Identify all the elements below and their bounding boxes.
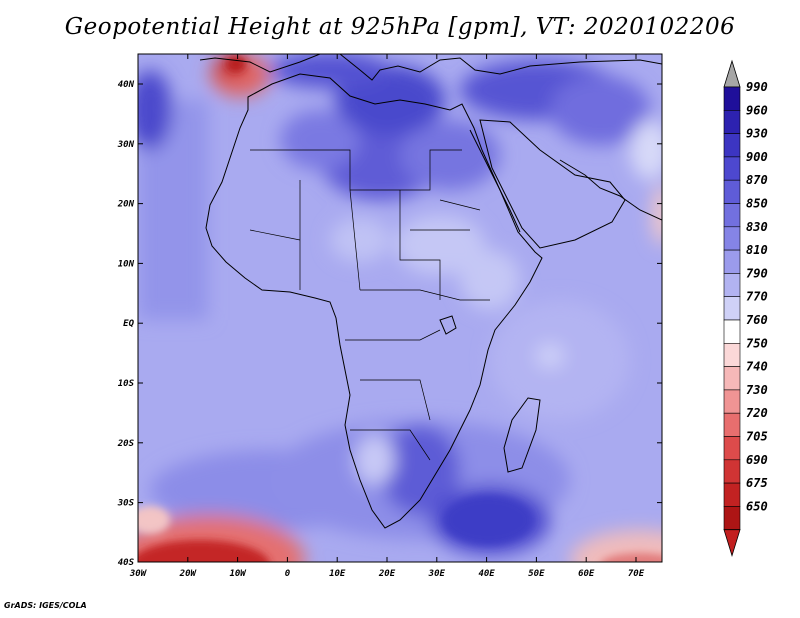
lake-victoria bbox=[439, 315, 457, 335]
legend-swatch bbox=[723, 203, 741, 228]
legend-label: 720 bbox=[746, 406, 768, 420]
coastlines bbox=[199, 54, 662, 529]
legend-swatch bbox=[723, 296, 741, 321]
height-field bbox=[138, 54, 662, 562]
legend-swatch bbox=[723, 86, 741, 111]
legend-label: 650 bbox=[746, 499, 768, 513]
legend-label: 850 bbox=[746, 197, 768, 211]
longitude-axis: 30W 20W 10W 0 10E 20E 30E 40E 50E 60E 70E bbox=[129, 54, 645, 579]
lon-label: 10W bbox=[229, 569, 247, 579]
lon-label: 50E bbox=[528, 569, 545, 579]
lon-label: 30W bbox=[129, 569, 148, 579]
lat-label: 30S bbox=[117, 499, 135, 509]
legend-label: 705 bbox=[746, 430, 768, 444]
lat-label: EQ bbox=[123, 319, 134, 329]
legend-swatch bbox=[723, 319, 741, 344]
legend-top-arrow bbox=[723, 59, 741, 88]
arabia bbox=[479, 119, 626, 249]
legend-swatch bbox=[723, 342, 741, 367]
lon-label: 30E bbox=[428, 569, 446, 579]
legend-swatch bbox=[723, 156, 741, 181]
legend-swatch bbox=[723, 482, 741, 507]
lat-label: 10S bbox=[118, 379, 135, 389]
legend-label: 730 bbox=[746, 383, 768, 397]
persian-gulf bbox=[559, 159, 662, 221]
legend-label: 900 bbox=[746, 150, 768, 164]
lon-label: 0 bbox=[285, 569, 291, 579]
latitude-axis: 40N 30N 20N 10N EQ 10S 20S 30S 40S bbox=[117, 80, 662, 568]
africa-coastline bbox=[205, 73, 543, 529]
legend-swatch bbox=[723, 436, 741, 461]
red-sea bbox=[469, 129, 521, 233]
lon-label: 20E bbox=[378, 569, 396, 579]
color-legend: 990 960 930 900 870 850 830 810 790 770 760 750 740 7… bbox=[723, 59, 768, 558]
legend-label: 790 bbox=[746, 266, 768, 280]
legend-label: 690 bbox=[746, 453, 768, 467]
legend-swatch bbox=[723, 249, 741, 274]
lat-label: 20N bbox=[117, 200, 135, 210]
legend-label: 870 bbox=[746, 173, 768, 187]
lat-label: 20S bbox=[117, 439, 135, 449]
legend-label: 760 bbox=[746, 313, 768, 327]
lat-label: 10N bbox=[118, 259, 135, 269]
legend-label: 675 bbox=[746, 476, 768, 490]
legend-swatch bbox=[723, 110, 741, 134]
legend-swatch bbox=[723, 133, 741, 158]
legend-swatch bbox=[723, 389, 741, 414]
lat-label: 30N bbox=[117, 140, 135, 150]
legend-swatch bbox=[723, 506, 741, 530]
legend-swatch bbox=[723, 366, 741, 391]
legend-swatch bbox=[723, 179, 741, 204]
legend-bottom-arrow bbox=[723, 529, 741, 558]
lat-label: 40S bbox=[118, 558, 135, 568]
legend-label: 930 bbox=[746, 127, 768, 141]
legend-swatch bbox=[723, 459, 741, 484]
lon-label: 10E bbox=[329, 569, 346, 579]
map-frame bbox=[137, 53, 663, 563]
map-title: Geopotential Height at 925hPa [gpm], VT:… bbox=[64, 14, 736, 40]
legend-swatch bbox=[723, 412, 741, 437]
legend-label: 830 bbox=[746, 220, 768, 234]
lat-label: 40N bbox=[118, 80, 135, 90]
grads-credit: GrADS: IGES/COLA bbox=[4, 601, 87, 610]
inner-borders bbox=[249, 149, 490, 461]
legend-label: 960 bbox=[746, 103, 768, 117]
legend-label: 750 bbox=[746, 336, 768, 350]
lon-label: 40E bbox=[478, 569, 495, 579]
legend-swatch bbox=[723, 226, 741, 251]
lon-label: 70E bbox=[628, 569, 645, 579]
legend-swatch bbox=[723, 273, 741, 297]
legend-label: 810 bbox=[746, 243, 768, 257]
legend-label: 740 bbox=[746, 360, 768, 374]
madagascar bbox=[503, 397, 541, 473]
europe-coast bbox=[199, 54, 662, 81]
lon-label: 60E bbox=[578, 569, 595, 579]
legend-label: 990 bbox=[746, 80, 768, 94]
lon-label: 20W bbox=[179, 569, 198, 579]
legend-label: 770 bbox=[746, 290, 768, 304]
